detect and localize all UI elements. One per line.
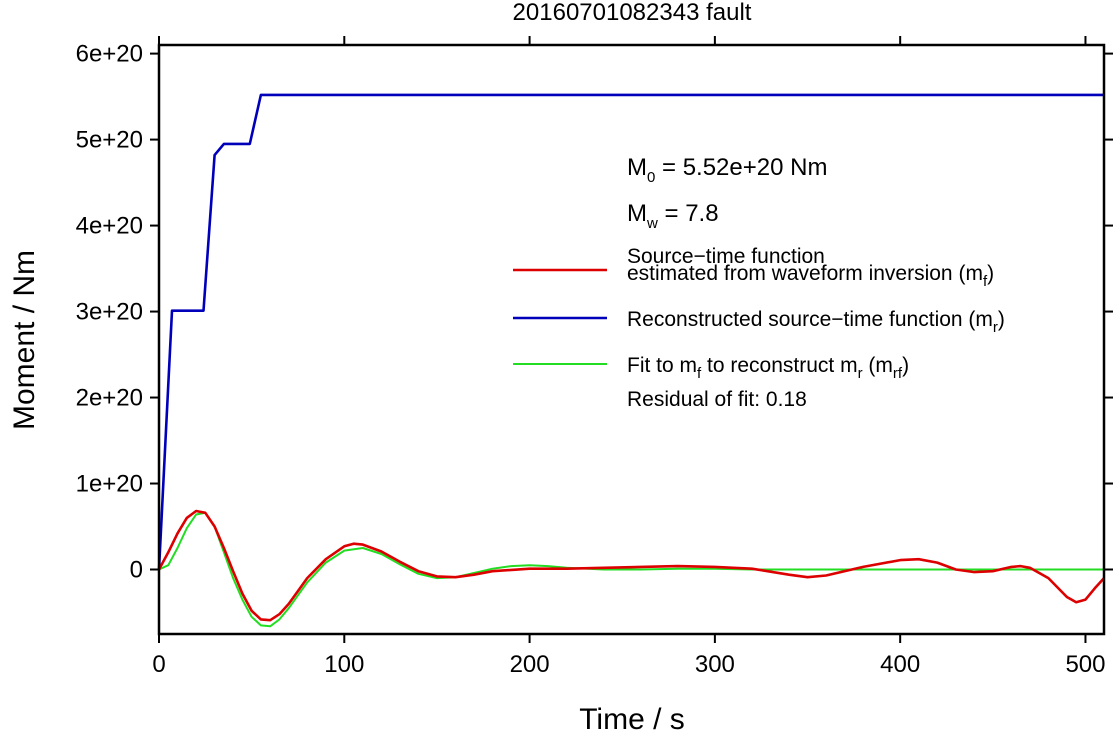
y-tick-label: 3e+20 [76, 299, 143, 326]
m0-sub: 0 [647, 169, 655, 186]
y-axis-ticks: 0 1e+20 2e+20 3e+20 4e+20 5e+20 6e+20 [76, 41, 1113, 584]
series-lines [157, 93, 1105, 628]
plot-frame [157, 43, 1106, 636]
legend-label-mf: Source−time function [627, 245, 825, 268]
mw-annotation: Mw = 7.8 [627, 200, 719, 232]
m0-rest: = 5.52e+20 Nm [655, 154, 827, 181]
x-tick-label: 100 [324, 651, 364, 678]
mw-rest: = 7.8 [658, 200, 719, 227]
y-tick-label: 5e+20 [76, 127, 143, 154]
y-axis-title: Moment / Nm [8, 250, 41, 430]
x-tick-label: 500 [1065, 651, 1105, 678]
legend-label-mr: Reconstructed source−time function (mr) [627, 308, 1005, 336]
mw-sub: w [646, 215, 658, 232]
x-tick-label: 300 [695, 651, 735, 678]
series-line-mr [157, 93, 1104, 570]
x-axis-ticks: 0 100 200 300 400 500 [152, 36, 1105, 678]
x-tick-label: 0 [152, 651, 165, 678]
y-tick-label: 2e+20 [76, 385, 143, 412]
x-tick-label: 200 [510, 651, 550, 678]
y-tick-label: 1e+20 [76, 471, 143, 498]
mw-main: M [627, 200, 647, 227]
y-tick-label: 0 [130, 557, 143, 584]
y-tick-label: 6e+20 [76, 41, 143, 68]
residual-annotation: Residual of fit: 0.18 [627, 388, 807, 411]
chart-title: 20160701082343 fault [513, 0, 752, 26]
legend-label-mrf: Fit to mf to reconstruct mr (mrf) [627, 354, 909, 382]
y-tick-label: 4e+20 [76, 213, 143, 240]
m0-annotation: M0 = 5.52e+20 Nm [627, 154, 827, 186]
series-line-mf [157, 509, 1105, 622]
m0-main: M [627, 154, 647, 181]
x-tick-label: 400 [880, 651, 920, 678]
legend-label-mf: estimated from waveform inversion (mf) [627, 262, 994, 290]
x-axis-title: Time / s [579, 703, 685, 736]
